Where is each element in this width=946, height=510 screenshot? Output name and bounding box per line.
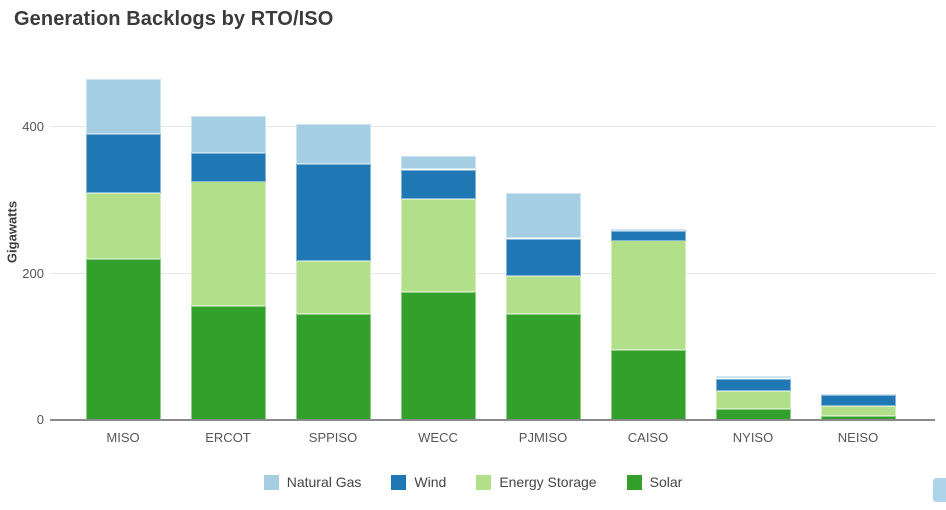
x-tick-label-nyiso: NYISO (732, 430, 774, 445)
legend: Natural Gas Wind Energy Storage Solar (0, 474, 946, 490)
legend-label: Natural Gas (286, 474, 362, 490)
bar-sppiso[interactable] (295, 123, 371, 420)
bar-segment-wecc-solar[interactable] (400, 292, 476, 420)
bar-segment-ercot-natural-gas[interactable] (190, 116, 266, 153)
legend-label: Solar (649, 474, 683, 490)
bar-ercot[interactable] (190, 116, 266, 420)
bar-segment-caiso-wind[interactable] (610, 231, 686, 241)
bar-segment-pjmiso-solar[interactable] (505, 314, 581, 420)
legend-swatch-solar (626, 474, 642, 490)
bar-segment-miso-wind[interactable] (85, 134, 161, 193)
chart-title: Generation Backlogs by RTO/ISO (14, 8, 334, 30)
bar-segment-nyiso-wind[interactable] (715, 379, 791, 391)
x-axis-line (50, 419, 935, 421)
bar-segment-miso-natural-gas[interactable] (85, 79, 161, 134)
legend-item-energy-storage[interactable]: Energy Storage (476, 474, 597, 490)
bar-segment-ercot-solar[interactable] (190, 306, 266, 420)
legend-swatch-wind (391, 474, 407, 490)
bar-segment-sppiso-energy-storage[interactable] (295, 261, 371, 314)
x-tick-label-wecc: WECC (418, 430, 458, 445)
bar-wecc[interactable] (400, 156, 476, 420)
y-tick-label-400: 400 (22, 119, 44, 134)
bar-segment-nyiso-energy-storage[interactable] (715, 391, 791, 409)
bar-segment-sppiso-wind[interactable] (295, 164, 371, 261)
bar-segment-caiso-energy-storage[interactable] (610, 240, 686, 350)
x-tick-label-caiso: CAISO (627, 430, 669, 445)
bar-segment-pjmiso-natural-gas[interactable] (505, 193, 581, 238)
bar-segment-caiso-solar[interactable] (610, 350, 686, 420)
bar-segment-neiso-natural-gas[interactable] (820, 394, 896, 395)
x-tick-label-pjmiso: PJMISO (518, 430, 568, 445)
plot-area (50, 70, 935, 421)
bar-caiso[interactable] (610, 229, 686, 420)
bar-segment-nyiso-solar[interactable] (715, 409, 791, 420)
bar-segment-wecc-natural-gas[interactable] (400, 156, 476, 169)
legend-swatch-energy-storage (476, 474, 492, 490)
bar-segment-miso-solar[interactable] (85, 259, 161, 420)
bar-segment-sppiso-solar[interactable] (295, 314, 371, 420)
bar-segment-ercot-wind[interactable] (190, 153, 266, 182)
legend-swatch-natural-gas (263, 474, 279, 490)
y-tick-label-200: 200 (22, 265, 44, 281)
legend-item-solar[interactable]: Solar (626, 474, 683, 490)
bar-neiso[interactable] (820, 394, 896, 420)
bar-pjmiso[interactable] (505, 193, 581, 420)
bar-segment-miso-energy-storage[interactable] (85, 193, 161, 259)
gridline-200 (50, 272, 935, 274)
bar-miso[interactable] (85, 79, 161, 420)
bar-segment-nyiso-natural-gas[interactable] (715, 376, 791, 378)
legend-label: Energy Storage (499, 474, 597, 490)
bar-segment-caiso-natural-gas[interactable] (610, 229, 686, 231)
x-tick-label-neiso: NEISO (837, 430, 879, 445)
legend-label: Wind (414, 474, 447, 490)
bar-segment-ercot-energy-storage[interactable] (190, 181, 266, 306)
bar-segment-wecc-wind[interactable] (400, 170, 476, 199)
x-tick-label-miso: MISO (106, 430, 140, 445)
y-axis-title-text: Gigawatts (4, 200, 20, 264)
bar-segment-wecc-energy-storage[interactable] (400, 199, 476, 292)
legend-item-natural-gas[interactable]: Natural Gas (263, 474, 362, 490)
bar-segment-pjmiso-wind[interactable] (505, 239, 581, 276)
bar-segment-neiso-solar[interactable] (820, 416, 896, 420)
bar-nyiso[interactable] (715, 376, 791, 420)
x-tick-label-ercot: ERCOT (205, 430, 251, 445)
gridline-400 (50, 126, 935, 127)
legend-item-wind[interactable]: Wind (391, 474, 446, 490)
x-tick-label-sppiso: SPPISO (308, 430, 358, 445)
bar-segment-pjmiso-energy-storage[interactable] (505, 276, 581, 314)
bar-segment-neiso-energy-storage[interactable] (820, 406, 896, 416)
bar-segment-sppiso-natural-gas[interactable] (295, 124, 371, 164)
bar-segment-neiso-wind[interactable] (820, 395, 896, 406)
edge-widget-fragment[interactable] (933, 478, 946, 502)
y-tick-label-0: 0 (36, 412, 44, 427)
